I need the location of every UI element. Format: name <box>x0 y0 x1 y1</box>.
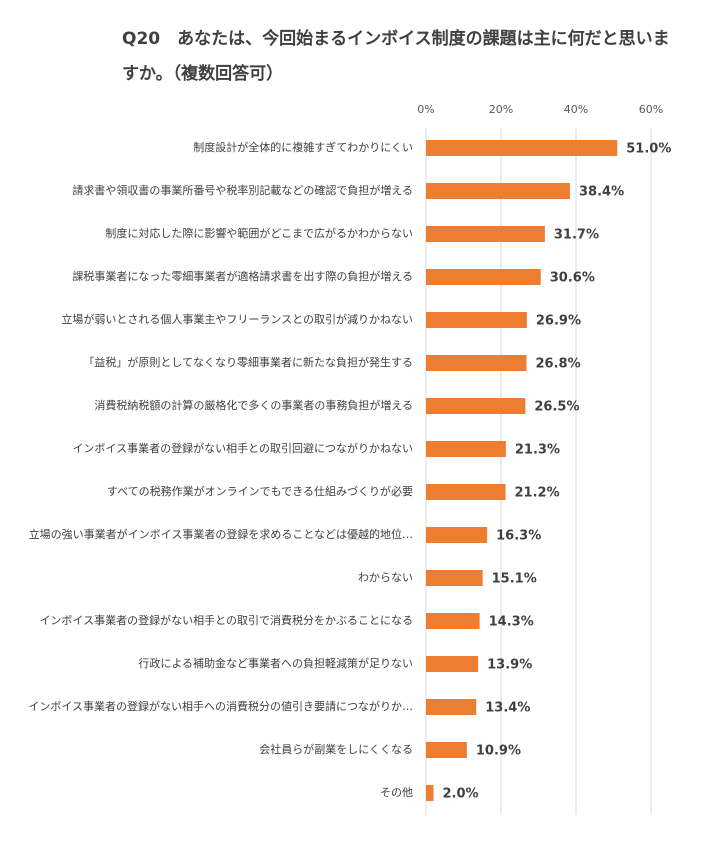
bar <box>426 742 467 758</box>
category-label: 立場が弱いとされる個人事業主やフリーランスとの取引が減りかねない <box>61 312 413 326</box>
category-label: その他 <box>380 786 413 799</box>
data-label: 13.4% <box>485 701 530 716</box>
x-tick-label: 20% <box>489 103 513 116</box>
data-label: 14.3% <box>489 615 534 630</box>
bar <box>426 484 506 500</box>
bar <box>426 699 477 715</box>
bar <box>426 140 618 156</box>
bar <box>426 527 488 543</box>
bar <box>426 398 526 414</box>
bar <box>426 570 483 586</box>
data-label: 13.9% <box>487 658 532 673</box>
data-label: 26.9% <box>536 314 581 329</box>
bar <box>426 355 527 371</box>
bar <box>426 613 480 629</box>
data-label: 30.6% <box>550 271 595 286</box>
bar <box>426 656 479 672</box>
bar <box>426 785 434 801</box>
category-label: すべての税務作業がオンラインでもできる仕組みづくりが必要 <box>107 484 413 498</box>
category-label: インボイス事業者の登録がない相手との取引回避につながりかねない <box>72 441 413 455</box>
category-label: 消費税納税額の計算の厳格化で多くの事業者の事務負担が増える <box>94 398 413 412</box>
data-label: 31.7% <box>554 228 599 243</box>
category-label: 制度に対応した際に影響や範囲がどこまで広がるかわからない <box>105 226 413 240</box>
x-tick-label: 0% <box>417 103 434 116</box>
bar <box>426 226 545 242</box>
bar <box>426 183 570 199</box>
category-label: 制度設計が全体的に複雑すぎてわかりにくい <box>193 140 413 154</box>
data-label: 26.8% <box>536 357 581 372</box>
category-label: 課税事業者になった零細事業者が適格請求書を出す際の負担が増える <box>72 269 413 283</box>
category-label: 立場の強い事業者がインボイス事業者の登録を求めることなどは優越的地位… <box>29 527 413 541</box>
chart-title: Q20 あなたは、今回始まるインボイス制度の課題は主に何だと思いますか。（複数回… <box>122 29 670 84</box>
category-label: 行政による補助金など事業者への負担軽減策が足りない <box>138 656 413 670</box>
bar <box>426 269 541 285</box>
data-label: 21.2% <box>515 486 560 501</box>
data-label: 16.3% <box>496 529 541 544</box>
data-label: 21.3% <box>515 443 560 458</box>
category-label: 請求書や領収書の事業所番号や税率別記載などの確認で負担が増える <box>72 183 413 197</box>
data-label: 10.9% <box>476 744 521 759</box>
category-label: インボイス事業者の登録がない相手への消費税分の値引き要請につながりか… <box>28 699 413 713</box>
bar <box>426 312 527 328</box>
bar <box>426 441 506 457</box>
x-tick-label: 60% <box>639 103 663 116</box>
data-label: 26.5% <box>534 400 579 415</box>
data-label: 2.0% <box>443 787 479 802</box>
data-label: 15.1% <box>492 572 537 587</box>
data-label: 51.0% <box>626 142 671 157</box>
category-label: 会社員らが副業をしにくくなる <box>259 742 413 756</box>
x-tick-label: 40% <box>564 103 588 116</box>
category-label: インボイス事業者の登録がない相手との取引で消費税分をかぶることになる <box>39 613 413 627</box>
data-label: 38.4% <box>579 185 624 200</box>
category-label: 「益税」が原則としてなくなり零細事業者に新たな負担が発生する <box>83 355 413 369</box>
category-label: わからない <box>358 571 413 584</box>
